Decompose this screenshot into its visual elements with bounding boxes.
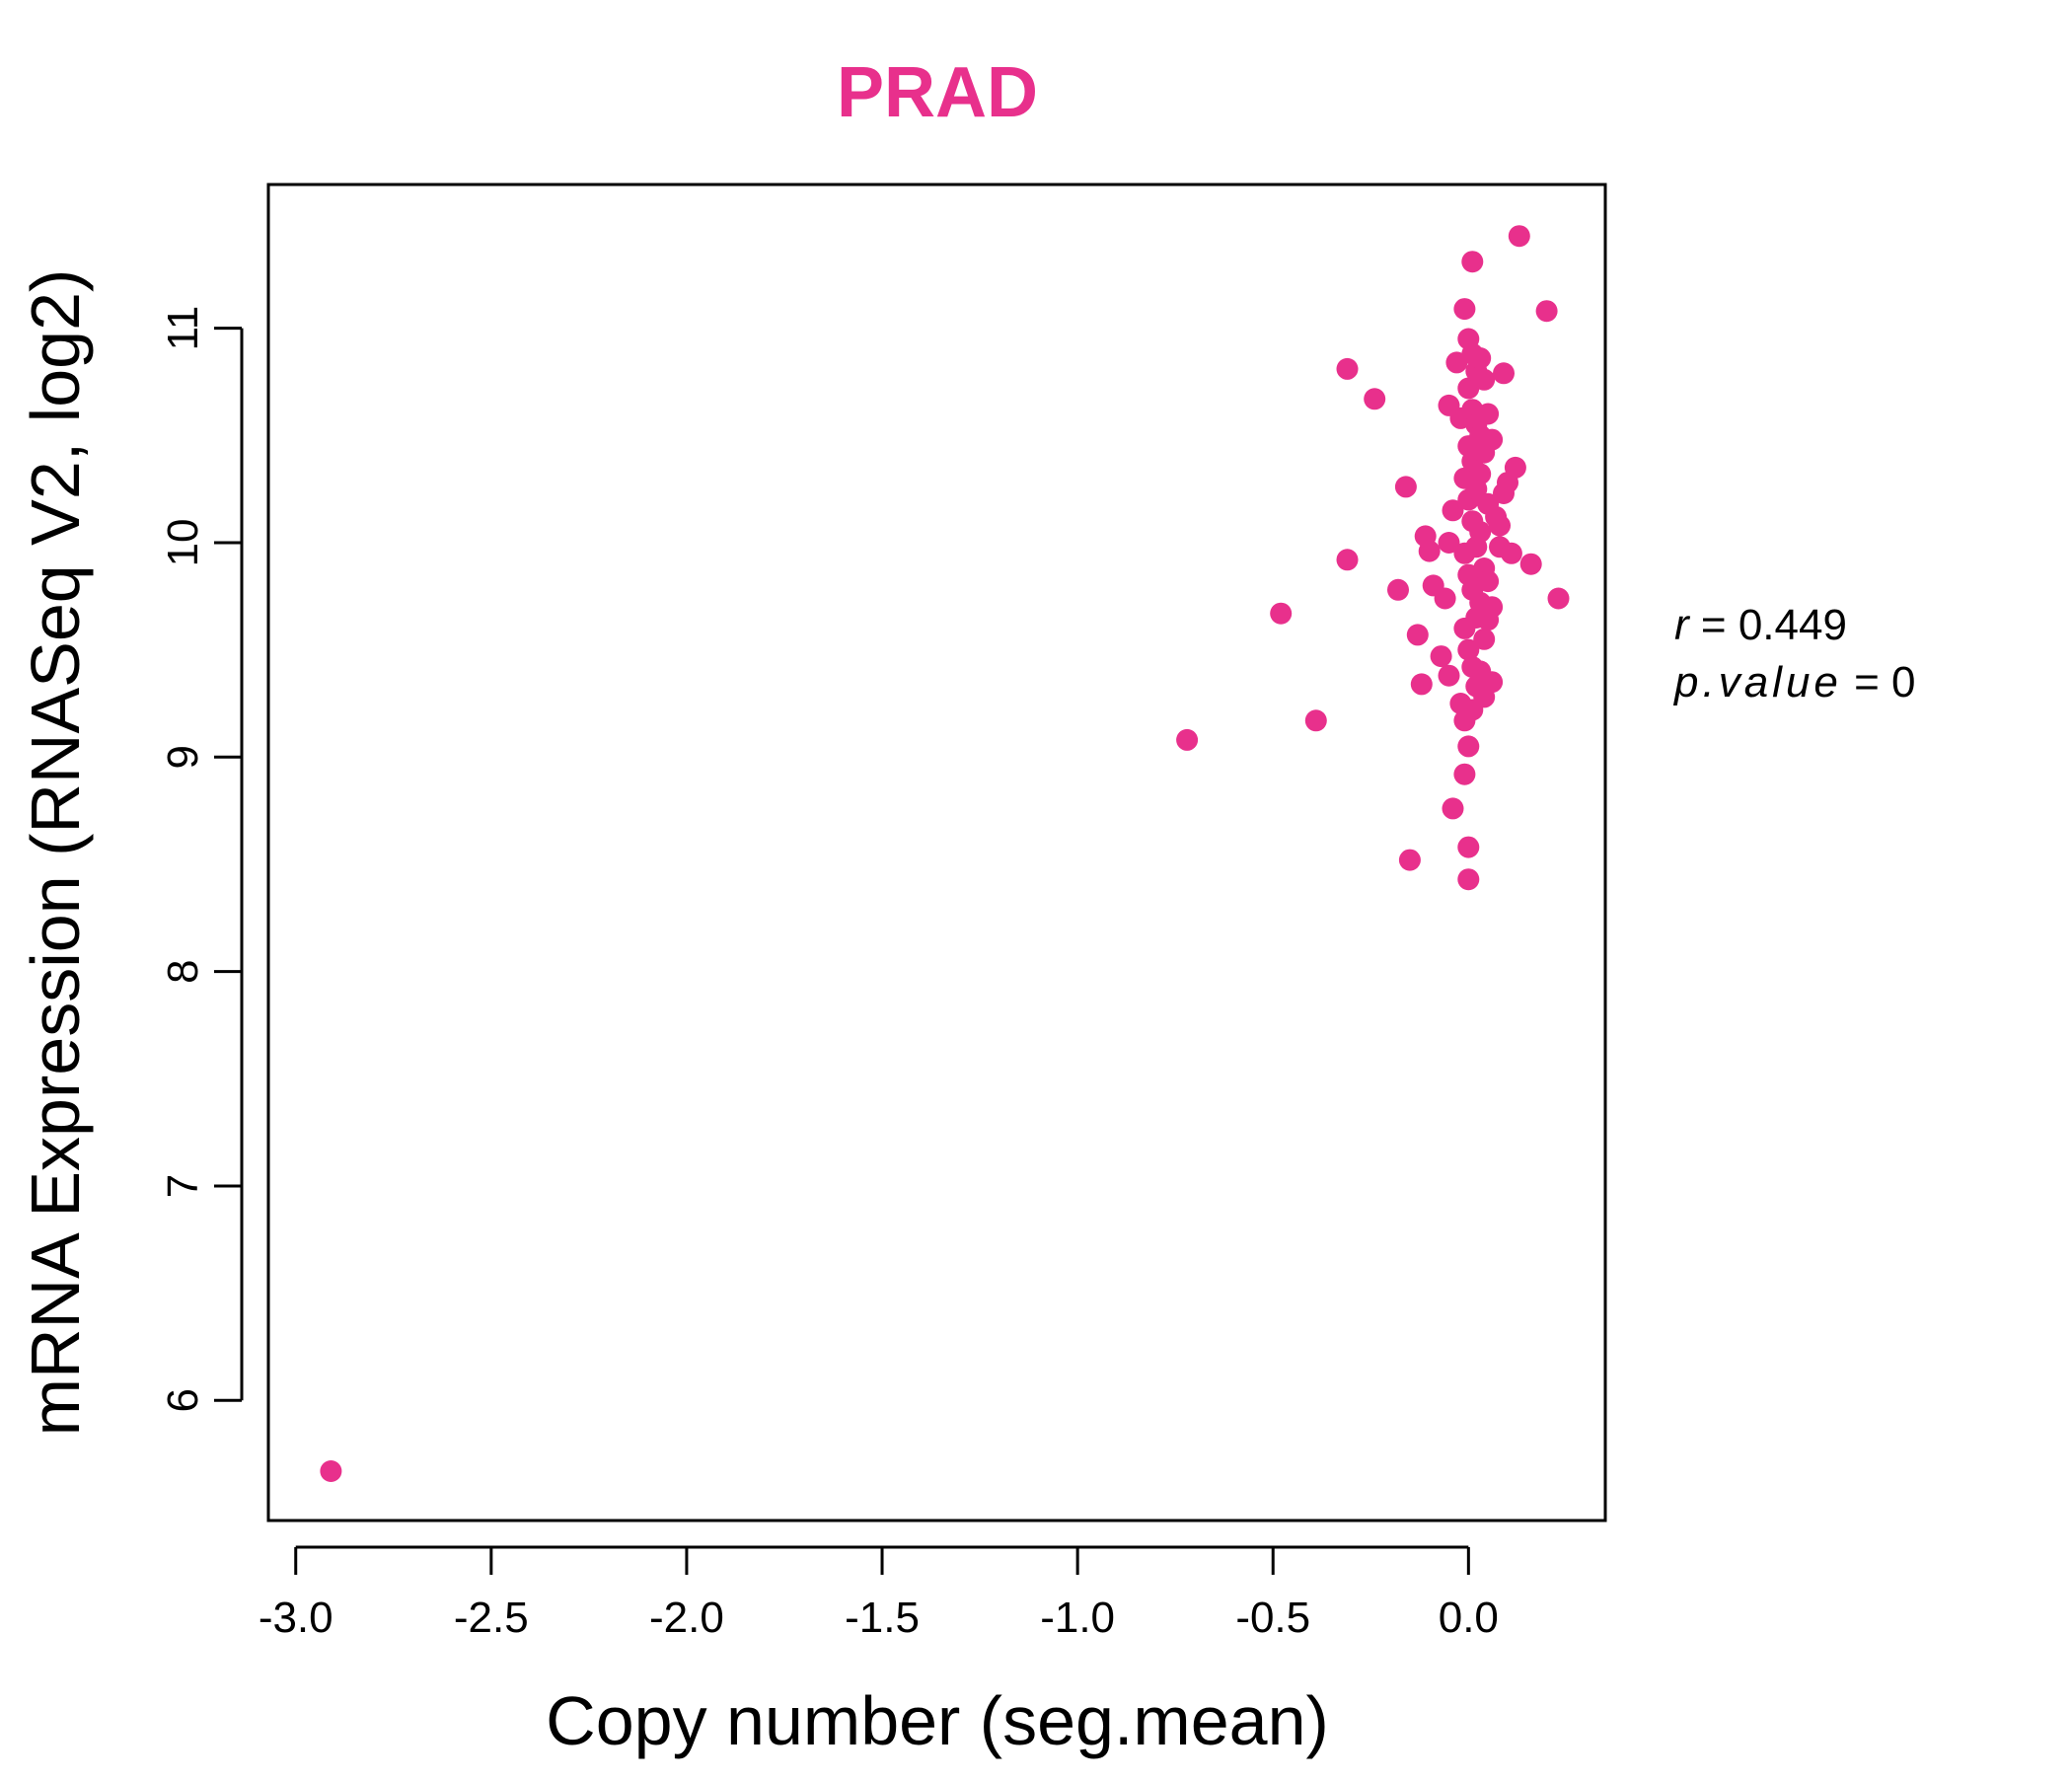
data-point [1398, 849, 1421, 871]
data-point [1304, 709, 1327, 732]
data-point [1461, 251, 1484, 273]
x-tick-label: -3.0 [259, 1594, 333, 1642]
plot-frame [266, 183, 1607, 1522]
data-point [1457, 836, 1480, 858]
data-point [1493, 362, 1515, 385]
data-point [1504, 456, 1526, 479]
data-point [1508, 225, 1530, 248]
p-value: 0 [1891, 658, 1915, 706]
data-point [1547, 587, 1570, 610]
x-axis-label: Copy number (seg.mean) [546, 1682, 1329, 1759]
data-points [320, 225, 1570, 1482]
x-tick-label: -1.0 [1040, 1594, 1115, 1642]
data-point [1457, 868, 1480, 891]
y-tick-label: 6 [159, 1388, 207, 1412]
y-axis-label: mRNA Expression (RNASeq V2, log2) [17, 269, 94, 1437]
x-tick-label: -1.5 [845, 1594, 920, 1642]
data-point [1489, 514, 1511, 537]
r-value: 0.449 [1739, 601, 1847, 649]
pvalue-annotation: p.value = 0 [1672, 658, 1916, 706]
y-tick-label: 9 [159, 745, 207, 769]
correlation-annotation: r = 0.449 [1674, 601, 1847, 649]
x-tick-label: -2.0 [649, 1594, 724, 1642]
data-point [1457, 638, 1480, 661]
data-point [1500, 542, 1522, 564]
data-point [320, 1460, 342, 1482]
data-point [1442, 797, 1464, 820]
y-tick-label: 7 [159, 1174, 207, 1198]
data-point [1387, 578, 1409, 601]
data-point [1469, 521, 1492, 544]
x-tick-label: -2.5 [454, 1594, 529, 1642]
data-point [1176, 728, 1199, 751]
y-tick-label: 10 [159, 519, 207, 567]
data-point [1336, 549, 1359, 571]
data-point [1364, 388, 1386, 410]
data-point [1481, 428, 1504, 451]
data-point [1438, 664, 1460, 687]
data-point [1406, 624, 1429, 646]
chart-title: PRAD [837, 53, 1038, 132]
data-point [1270, 602, 1293, 625]
y-tick-label: 8 [159, 959, 207, 983]
data-point [1453, 763, 1476, 785]
data-point [1469, 347, 1492, 369]
data-point [1457, 735, 1480, 758]
data-point [1394, 476, 1417, 498]
data-point [1430, 645, 1452, 668]
data-point [1438, 532, 1460, 554]
x-tick-label: -0.5 [1235, 1594, 1310, 1642]
data-point [1473, 368, 1496, 391]
data-point [1336, 357, 1359, 380]
data-point [1410, 673, 1433, 696]
data-point [1481, 596, 1504, 619]
data-point [1418, 540, 1441, 562]
data-point [1453, 298, 1476, 321]
data-point [1473, 628, 1496, 650]
data-point [1535, 300, 1558, 323]
data-point [1519, 553, 1542, 575]
x-axis: -3.0 -2.5 -2.0 -1.5 -1.0 -0.5 0.0 [259, 1545, 1499, 1642]
p-label: p.value [1672, 658, 1842, 706]
data-point [1469, 463, 1492, 485]
y-axis: 6 7 8 9 10 11 [159, 306, 244, 1413]
y-tick-label: 11 [159, 306, 207, 351]
r-label: r [1674, 601, 1691, 649]
data-point [1442, 499, 1464, 522]
data-point [1477, 403, 1500, 425]
data-point [1481, 671, 1504, 694]
data-point [1434, 587, 1456, 610]
data-point [1477, 570, 1500, 593]
x-tick-label: 0.0 [1439, 1594, 1499, 1642]
